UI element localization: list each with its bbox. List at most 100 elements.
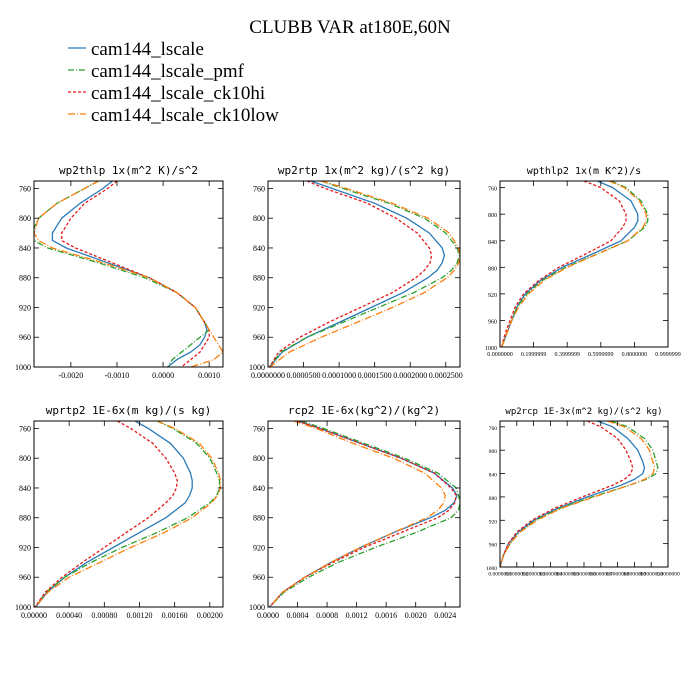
legend-label: cam144_lscale [91, 39, 204, 60]
y-tick-label: 960 [253, 573, 265, 582]
x-tick-label: 0.00040 [56, 611, 82, 620]
y-tick-label: 760 [253, 424, 265, 433]
y-tick-label: 960 [253, 333, 265, 342]
series-line [34, 421, 221, 607]
x-tick-label: 0.00000 [21, 611, 47, 620]
y-tick-label: 1000 [485, 346, 497, 352]
x-tick-label: 0.00200 [197, 611, 223, 620]
series-line [269, 181, 460, 367]
legend-item: cam144_lscale_pmf [68, 61, 245, 82]
x-tick-label: 0.1999999 [521, 352, 547, 358]
plot-frame [33, 420, 224, 608]
series-line [501, 181, 647, 347]
y-tick-label: 920 [488, 293, 497, 299]
x-tick-label: 0.3999999 [554, 352, 580, 358]
x-tick-label: 0.0010 [198, 371, 220, 380]
panel-title: rcp2 1E-6x(kg^2)/(kg^2) [288, 404, 440, 417]
panel-title: wpthlp2 1x(m K^2)/s [527, 166, 641, 177]
y-tick-label: 960 [19, 573, 31, 582]
series-line [35, 421, 193, 607]
y-tick-label: 800 [253, 214, 265, 223]
y-tick-label: 760 [488, 187, 497, 193]
x-tick-label: 0.2000000 [522, 572, 546, 578]
y-tick-label: 880 [253, 514, 265, 523]
y-tick-label: 800 [488, 213, 497, 219]
series-line [269, 421, 458, 607]
y-tick-label: 920 [19, 303, 31, 312]
panel-title: wp2rtp 1x(m^2 kg)/(s^2 kg) [278, 164, 450, 177]
panel: wp2thlp 1x(m^2 K)/s^2 760 800 840 880 920 960 1… [15, 164, 224, 380]
x-tick-label: 0.0016 [375, 611, 397, 620]
series-group [500, 421, 659, 567]
x-tick-label: -0.0010 [105, 371, 130, 380]
panel-title: wp2thlp 1x(m^2 K)/s^2 [59, 164, 198, 177]
x-tick-label: 0.0000000 [488, 572, 512, 578]
y-tick-label: 920 [253, 303, 265, 312]
x-tick-label: 0.0008 [316, 611, 338, 620]
legend-label: cam144_lscale_pmf [91, 61, 245, 82]
y-tick-label: 960 [489, 543, 498, 549]
y-tick-label: 1000 [15, 363, 31, 372]
x-tick-label: 0.3000000 [539, 572, 563, 578]
y-tick-label: 880 [19, 514, 31, 523]
y-tick-label: 840 [19, 484, 31, 493]
x-tick-label: 0.0020 [405, 611, 427, 620]
x-tick-label: 0.0004 [287, 611, 309, 620]
panel: wp2rcp 1E-3x(m^2 kg)/(s^2 kg) 760 800 840 88… [486, 407, 680, 578]
series-line [34, 181, 223, 367]
x-tick-label: 0.0002000 [393, 371, 427, 380]
x-tick-label: 0.9000000 [640, 572, 664, 578]
legend-item: cam144_lscale_ck10low [68, 105, 279, 126]
panels: wp2thlp 1x(m^2 K)/s^2 760 800 840 880 920 960 1… [15, 164, 681, 620]
y-tick-label: 840 [19, 244, 31, 253]
series-line [500, 421, 659, 567]
legend: cam144_lscale cam144_lscale_pmf cam144_l… [68, 39, 279, 126]
series-line [269, 421, 457, 607]
plot-frame [499, 420, 669, 568]
y-tick-label: 960 [19, 333, 31, 342]
series-line [61, 181, 210, 367]
series-group [268, 181, 460, 367]
series-line [500, 421, 634, 567]
x-tick-label: 0.00120 [126, 611, 152, 620]
x-tick-label: 0.1000000 [505, 572, 529, 578]
panel-title: wp2rcp 1E-3x(m^2 kg)/(s^2 kg) [505, 407, 662, 417]
x-tick-label: 0.0012 [346, 611, 368, 620]
series-line [269, 421, 446, 607]
y-tick-label: 800 [253, 454, 265, 463]
x-tick-label: 0.0000 [257, 611, 279, 620]
x-tick-label: -0.0020 [59, 371, 84, 380]
x-tick-label: 0.8000000 [622, 352, 648, 358]
x-tick-label: 0.0000000 [487, 352, 513, 358]
series-group [34, 181, 223, 367]
panel: wp2rtp 1x(m^2 kg)/(s^2 kg) 760 800 840 880 92… [249, 164, 463, 380]
series-line [501, 181, 639, 347]
x-tick-label: 0.0002500 [429, 371, 463, 380]
x-tick-label: 0.0024 [434, 611, 456, 620]
plot-frame [267, 180, 461, 368]
series-line [501, 181, 627, 347]
y-tick-label: 840 [488, 240, 497, 246]
x-tick-label: 0.8000000 [623, 572, 647, 578]
series-line [500, 421, 656, 567]
y-tick-label: 1000 [486, 566, 497, 572]
y-tick-label: 920 [253, 543, 265, 552]
y-tick-label: 840 [489, 473, 498, 479]
y-tick-label: 880 [19, 274, 31, 283]
series-line [269, 421, 460, 607]
y-tick-label: 960 [488, 319, 497, 325]
series-line [34, 181, 211, 367]
y-tick-label: 920 [19, 543, 31, 552]
series-line [34, 421, 178, 607]
x-tick-label: 0.5000000 [572, 572, 596, 578]
y-tick-label: 760 [19, 424, 31, 433]
legend-label: cam144_lscale_ck10low [91, 105, 279, 126]
y-tick-label: 760 [19, 184, 31, 193]
y-tick-label: 1000 [15, 603, 31, 612]
series-group [501, 181, 649, 347]
series-line [500, 421, 646, 567]
x-tick-label: 0.5999999 [588, 352, 614, 358]
figure-title: CLUBB VAR at180E,60N [249, 17, 451, 38]
series-line [268, 181, 433, 367]
